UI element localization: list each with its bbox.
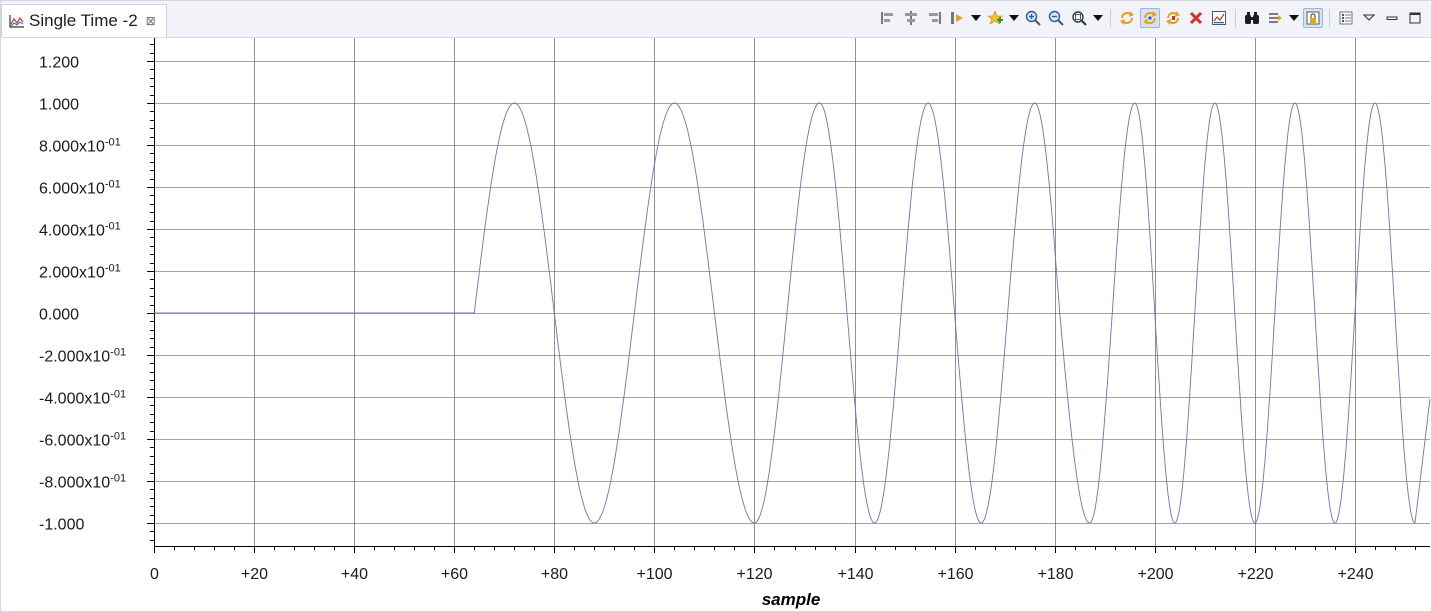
align-center-button[interactable] xyxy=(901,8,921,28)
view-menu-icon xyxy=(1362,14,1376,21)
y-tick-label: 1.000 xyxy=(39,97,79,114)
align-left-icon xyxy=(881,12,893,24)
minimize-icon xyxy=(1386,16,1398,20)
axes xyxy=(147,38,1430,553)
y-tick-label: 1.200 xyxy=(39,55,79,72)
remove-icon xyxy=(1189,11,1203,25)
zoom-out-button[interactable] xyxy=(1046,8,1066,28)
properties-button[interactable] xyxy=(1336,8,1356,28)
align-right-button[interactable] xyxy=(924,8,944,28)
refresh-button[interactable] xyxy=(1117,8,1137,28)
continuous-refresh-button[interactable] xyxy=(1140,8,1160,28)
lock-view-button[interactable] xyxy=(1303,8,1323,28)
zoom-in-icon xyxy=(1025,10,1041,26)
x-tick-label: +20 xyxy=(241,566,268,583)
y-axis-labels: 1.200 1.000 8.000x10-01 6.000x10-01 4.000x10… xyxy=(39,55,126,534)
y-tick-label: 8.000x10-01 xyxy=(39,137,121,156)
zoom-out-icon xyxy=(1048,10,1064,26)
y-tick-label: -1.000 xyxy=(39,517,84,534)
plot-area: 1.200 1.000 8.000x10-01 6.000x10-01 4.000x10… xyxy=(39,38,1431,609)
grid xyxy=(154,38,1430,546)
export-button[interactable] xyxy=(1209,8,1229,28)
x-tick-label: +40 xyxy=(341,566,368,583)
x-tick-label: +60 xyxy=(441,566,468,583)
x-axis-title: sample xyxy=(762,590,821,609)
add-measurement-button[interactable] xyxy=(985,8,1005,28)
dropdown-arrow-icon[interactable] xyxy=(1008,8,1020,28)
series-line xyxy=(154,102,1431,524)
y-tick-label: 4.000x10-01 xyxy=(39,221,121,240)
x-tick-label: +80 xyxy=(541,566,568,583)
line-graph-icon xyxy=(9,15,24,28)
align-right-icon xyxy=(929,12,941,24)
y-tick-label: 2.000x10-01 xyxy=(39,263,121,282)
maximize-icon xyxy=(1409,12,1421,24)
tab-label: Single Time -2 xyxy=(29,11,138,30)
y-tick-label: 0.000 xyxy=(39,307,79,324)
lock-view-icon xyxy=(1306,11,1320,25)
view-menu-button[interactable] xyxy=(1359,8,1379,28)
continuous-refresh-icon xyxy=(1143,11,1157,25)
x-tick-label: +200 xyxy=(1137,566,1173,583)
refresh-icon xyxy=(1120,11,1134,25)
auto-refresh-icon xyxy=(1166,11,1180,25)
series xyxy=(154,102,1431,524)
view-header: Single Time -2 ⊠ xyxy=(1,1,1431,38)
toolbar-separator xyxy=(1110,9,1111,27)
auto-refresh-button[interactable] xyxy=(1163,8,1183,28)
toolbar-separator xyxy=(1235,9,1236,27)
y-tick-label: -8.000x10-01 xyxy=(39,473,126,492)
dropdown-arrow-icon[interactable] xyxy=(1092,8,1104,28)
x-tick-label: +240 xyxy=(1337,566,1373,583)
x-tick-label: +120 xyxy=(736,566,772,583)
properties-icon xyxy=(1339,11,1353,25)
toolbar-separator xyxy=(1329,9,1330,27)
add-measurement-icon xyxy=(987,10,1003,25)
zoom-in-button[interactable] xyxy=(1023,8,1043,28)
graph-toolbar xyxy=(878,7,1425,29)
y-tick-label: -4.000x10-01 xyxy=(39,389,126,408)
zoom-fit-button[interactable] xyxy=(1069,8,1089,28)
scroll-lock-button[interactable] xyxy=(1265,8,1285,28)
align-center-icon xyxy=(905,11,917,25)
marker-icon xyxy=(951,12,963,24)
x-tick-label: +100 xyxy=(636,566,672,583)
x-tick-label: +140 xyxy=(837,566,873,583)
align-left-button[interactable] xyxy=(878,8,898,28)
y-tick-label: -2.000x10-01 xyxy=(39,347,126,366)
y-tick-label: -6.000x10-01 xyxy=(39,431,126,450)
y-tick-label: 6.000x10-01 xyxy=(39,179,121,198)
maximize-button[interactable] xyxy=(1405,8,1425,28)
dropdown-arrow-icon[interactable] xyxy=(970,8,982,28)
remove-button[interactable] xyxy=(1186,8,1206,28)
close-tab-icon[interactable]: ⊠ xyxy=(145,14,156,28)
zoom-fit-icon xyxy=(1072,11,1087,26)
binoculars-icon xyxy=(1245,12,1259,24)
marker-button[interactable] xyxy=(947,8,967,28)
minimize-button[interactable] xyxy=(1382,8,1402,28)
export-icon xyxy=(1212,11,1226,25)
tab-single-time[interactable]: Single Time -2 ⊠ xyxy=(1,4,167,37)
x-tick-label: 0 xyxy=(150,566,159,583)
x-tick-label: +160 xyxy=(937,566,973,583)
x-tick-label: +180 xyxy=(1037,566,1073,583)
binoculars-button[interactable] xyxy=(1242,8,1262,28)
dropdown-arrow-icon[interactable] xyxy=(1288,8,1300,28)
x-tick-label: +220 xyxy=(1237,566,1273,583)
x-axis-labels: 0 +20 +40 +60 +80 +100 +120 +140 +160 +180 +200 +22… xyxy=(150,566,1374,583)
scroll-lock-icon xyxy=(1269,13,1282,23)
